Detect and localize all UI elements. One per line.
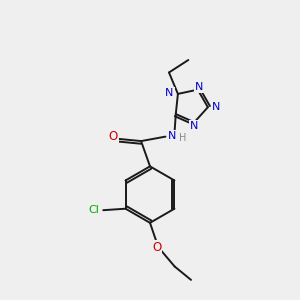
Text: O: O [109, 130, 118, 143]
Text: N: N [190, 121, 199, 131]
Text: Cl: Cl [88, 205, 99, 215]
Text: N: N [195, 82, 204, 92]
Text: H: H [178, 133, 186, 143]
Text: N: N [212, 102, 220, 112]
Text: N: N [168, 131, 176, 141]
Text: N: N [165, 88, 174, 98]
Text: O: O [152, 241, 161, 254]
